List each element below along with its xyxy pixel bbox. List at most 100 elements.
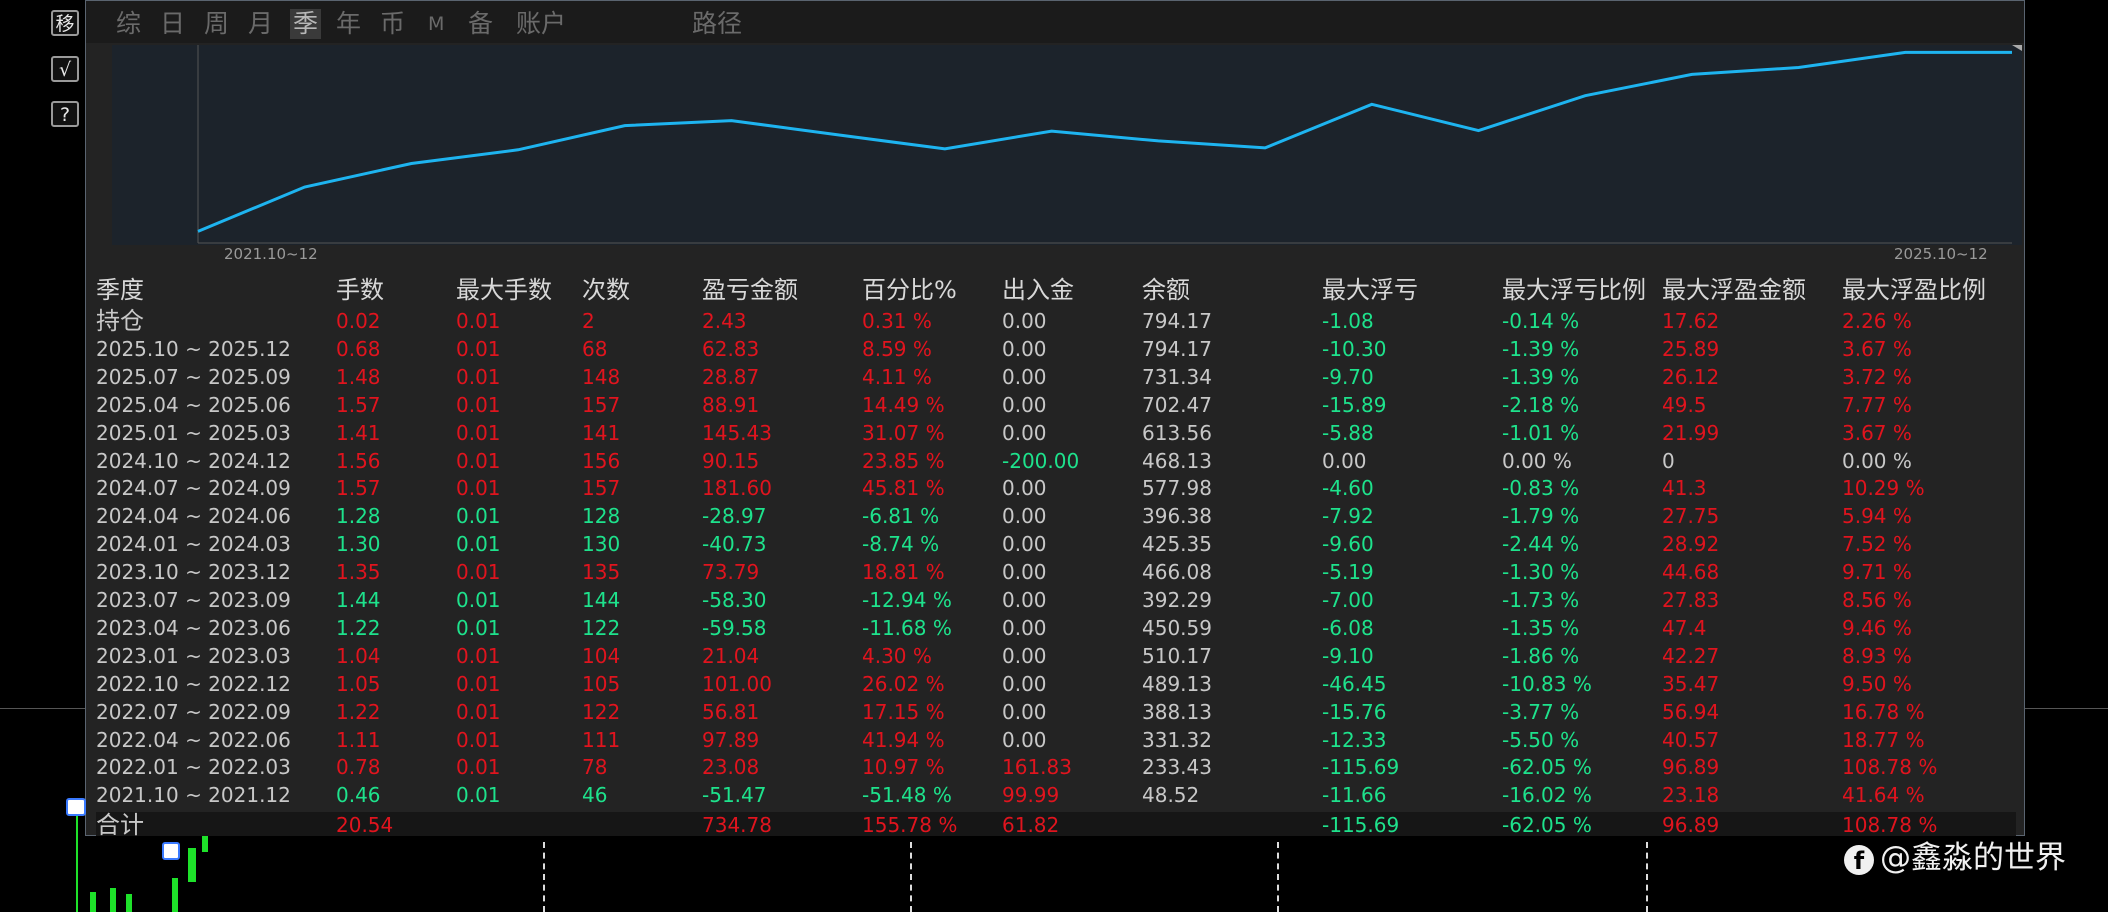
- cell-lots: 0.68: [336, 336, 381, 361]
- tab-month[interactable]: 月: [248, 9, 274, 38]
- tab-currency[interactable]: 币: [380, 9, 406, 38]
- cell-quarter: 2023.04 ~ 2023.06: [96, 615, 291, 640]
- cell-lots: 1.04: [336, 643, 381, 668]
- cell-balance: 702.47: [1142, 392, 1212, 417]
- cell-pnl: -28.97: [702, 504, 767, 529]
- cell-deposit: 0.00: [1002, 364, 1047, 389]
- cell-balance: 577.98: [1142, 476, 1212, 501]
- cell-pnl: 101.00: [702, 671, 772, 696]
- column-header-percent[interactable]: 百分比%: [862, 276, 957, 304]
- cell-max-float-profit-pct: 10.29 %: [1842, 476, 1925, 501]
- table-row[interactable]: 2023.04 ~ 2023.06 1.22 0.01 122 -59.58 -11.68…: [96, 615, 2016, 642]
- watermark-text: @鑫淼的世界: [1880, 840, 2066, 876]
- cell-max-float-profit-pct: 108.78 %: [1842, 755, 1938, 780]
- tab-year[interactable]: 年: [336, 9, 362, 38]
- column-header-balance[interactable]: 余额: [1142, 276, 1190, 304]
- cell-max-float-profit-pct: 7.52 %: [1842, 532, 1912, 557]
- cell-max-lots: 0.01: [456, 783, 501, 808]
- cell-percent: -8.74 %: [862, 532, 940, 557]
- cell-max-float-profit: 44.68: [1662, 560, 1720, 585]
- cell-max-float-profit-pct: 8.56 %: [1842, 588, 1912, 612]
- cell-deposit: 0.00: [1002, 504, 1047, 529]
- watermark: f @鑫淼的世界: [1844, 832, 2066, 877]
- column-header-max-float-loss[interactable]: 最大浮亏: [1322, 276, 1418, 304]
- cell-lots: 1.57: [336, 476, 381, 501]
- cell-count: 141: [582, 420, 621, 445]
- table-row[interactable]: 持仓 0.02 0.01 2 2.43 0.31 % 0.00 794.17 -1.08 -0.1…: [96, 308, 2016, 335]
- table-row[interactable]: 2024.07 ~ 2024.09 1.57 0.01 157 181.60 45.81 …: [96, 475, 2016, 502]
- cell-count: 128: [582, 504, 621, 529]
- column-header-max-float-profit[interactable]: 最大浮盈金额: [1662, 276, 1806, 304]
- cell-max-float-loss: -46.45: [1322, 671, 1387, 696]
- cell-lots: 1.56: [336, 448, 381, 473]
- cell-max-float-loss: -15.89: [1322, 392, 1387, 417]
- table-row[interactable]: 2025.10 ~ 2025.12 0.68 0.01 68 62.83 8.59 % 0.…: [96, 336, 2016, 363]
- cell-max-float-loss-pct: -5.50 %: [1502, 727, 1580, 752]
- column-header-lots[interactable]: 手数: [336, 276, 384, 304]
- table-row[interactable]: 2025.07 ~ 2025.09 1.48 0.01 148 28.87 4.11 % 0…: [96, 364, 2016, 391]
- table-row[interactable]: 2022.04 ~ 2022.06 1.11 0.01 111 97.89 41.94 %…: [96, 727, 2016, 754]
- cell-max-float-loss-pct: -1.35 %: [1502, 615, 1580, 640]
- cell-lots: 1.22: [336, 699, 381, 724]
- column-header-quarter[interactable]: 季度: [96, 276, 144, 304]
- help-button[interactable]: ?: [51, 101, 79, 127]
- column-header-max-float-loss-pct[interactable]: 最大浮亏比例: [1502, 276, 1646, 304]
- cell-balance: 396.38: [1142, 504, 1212, 529]
- tab-day[interactable]: 日: [160, 9, 186, 38]
- table-row[interactable]: 2025.01 ~ 2025.03 1.41 0.01 141 145.43 31.07 …: [96, 420, 2016, 447]
- cell-max-float-profit-pct: 8.93 %: [1842, 643, 1912, 668]
- table-row[interactable]: 2022.07 ~ 2022.09 1.22 0.01 122 56.81 17.15 %…: [96, 699, 2016, 726]
- cell-percent: 14.49 %: [862, 392, 945, 417]
- tab-summary[interactable]: 综: [116, 9, 142, 38]
- cell-lots: 1.44: [336, 588, 381, 612]
- total-lots: 20.54: [336, 813, 394, 838]
- cell-count: 105: [582, 671, 621, 696]
- cell-deposit: 99.99: [1002, 783, 1060, 808]
- cell-max-lots: 0.01: [456, 476, 501, 501]
- column-header-pnl[interactable]: 盈亏金额: [702, 276, 798, 304]
- cell-max-float-loss: -5.19: [1322, 560, 1374, 585]
- total-max-float-profit-pct: 108.78 %: [1842, 813, 1938, 838]
- candle: [172, 878, 178, 912]
- chart-end-label: 2025.10~12: [1894, 245, 1988, 263]
- cell-count: 2: [582, 309, 595, 333]
- table-row[interactable]: 2021.10 ~ 2021.12 0.46 0.01 46 -51.47 -51.48 …: [96, 782, 2016, 809]
- cell-lots: 0.78: [336, 755, 381, 780]
- cell-count: 135: [582, 560, 621, 585]
- tab-m[interactable]: M: [428, 13, 445, 35]
- table-row[interactable]: 2022.01 ~ 2022.03 0.78 0.01 78 23.08 10.97 % 1…: [96, 754, 2016, 781]
- cell-count: 122: [582, 615, 621, 640]
- table-row[interactable]: 2023.07 ~ 2023.09 1.44 0.01 144 -58.30 -12.94…: [96, 587, 2016, 614]
- table-row[interactable]: 2022.10 ~ 2022.12 1.05 0.01 105 101.00 26.02 …: [96, 671, 2016, 698]
- table-row[interactable]: 2023.01 ~ 2023.03 1.04 0.01 104 21.04 4.30 % 0…: [96, 643, 2016, 670]
- table-row[interactable]: 2024.01 ~ 2024.03 1.30 0.01 130 -40.73 -8.74 …: [96, 531, 2016, 558]
- table-row[interactable]: 2024.10 ~ 2024.12 1.56 0.01 156 90.15 23.85 %…: [96, 448, 2016, 475]
- cell-balance: 388.13: [1142, 699, 1212, 724]
- column-header-deposit[interactable]: 出入金: [1002, 276, 1074, 304]
- table-row[interactable]: 2024.04 ~ 2024.06 1.28 0.01 128 -28.97 -6.81 …: [96, 503, 2016, 530]
- cell-deposit: -200.00: [1002, 448, 1080, 473]
- tab-path[interactable]: 路径: [692, 9, 743, 38]
- cell-max-float-profit-pct: 0.00 %: [1842, 448, 1912, 473]
- column-header-max-lots[interactable]: 最大手数: [456, 276, 552, 304]
- cell-count: 156: [582, 448, 621, 473]
- cell-lots: 1.22: [336, 615, 381, 640]
- column-header-count[interactable]: 次数: [582, 276, 630, 304]
- cell-max-float-loss-pct: -1.30 %: [1502, 560, 1580, 585]
- tab-account[interactable]: 账户: [516, 9, 567, 38]
- move-button[interactable]: 移: [51, 10, 79, 36]
- cell-pnl: 97.89: [702, 727, 760, 752]
- check-button[interactable]: √: [51, 56, 79, 82]
- table-row[interactable]: 2025.04 ~ 2025.06 1.57 0.01 157 88.91 14.49 %…: [96, 392, 2016, 419]
- column-header-max-float-profit-pct[interactable]: 最大浮盈比例: [1842, 276, 1986, 304]
- tab-week[interactable]: 周: [204, 9, 230, 38]
- balance-series-line: [197, 50, 2012, 233]
- cell-pnl: 23.08: [702, 755, 760, 780]
- tab-backup[interactable]: 备: [468, 9, 494, 38]
- cell-quarter: 2024.07 ~ 2024.09: [96, 476, 291, 501]
- cell-pnl: 56.81: [702, 699, 760, 724]
- cell-quarter: 2025.07 ~ 2025.09: [96, 364, 291, 389]
- tab-quarter[interactable]: 季: [290, 9, 322, 39]
- table-row[interactable]: 2023.10 ~ 2023.12 1.35 0.01 135 73.79 18.81 %…: [96, 559, 2016, 586]
- cell-max-lots: 0.01: [456, 448, 501, 473]
